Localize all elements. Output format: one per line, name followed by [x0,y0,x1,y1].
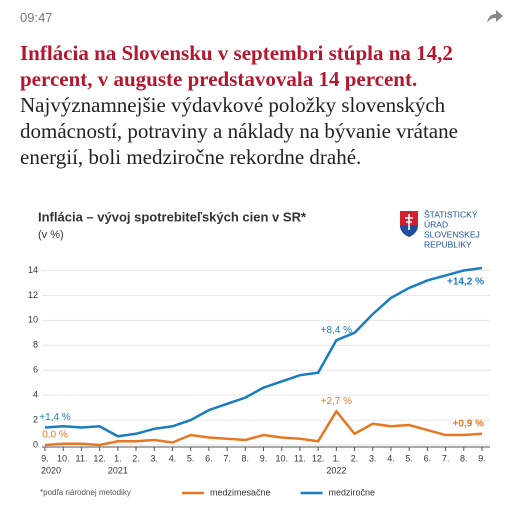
y-tick-label: 4 [33,390,38,400]
x-tick-label: 12. [93,453,106,463]
x-tick-label: 9. [260,453,268,463]
year-label: 2021 [108,465,128,475]
chart: Inflácia – vývoj spotrebiteľských cien v… [28,209,490,497]
x-tick-label: 7. [223,453,231,463]
x-tick-label: 1. [333,453,341,463]
headline: Inflácia na Slovensku v septembri stúpla… [20,41,453,91]
share-icon[interactable] [486,8,504,24]
data-label: +1,4 % [39,412,71,423]
y-tick-label: 0 [33,439,38,449]
x-tick-label: 11. [75,453,87,463]
x-tick-label: 6. [424,453,432,463]
x-tick-label: 2. [132,453,140,463]
logo-text: ÚRAD [424,219,448,229]
data-label: +2,7 % [321,396,353,407]
footnote: *podľa národnej metodiky [40,488,131,497]
x-tick-label: 1. [114,453,122,463]
legend-label: medzimesačne [210,487,271,497]
logo-text: REPUBLIKY [424,239,472,249]
series-line [44,266,483,438]
data-label: +14,2 % [447,277,484,288]
logo [400,211,418,237]
y-tick-label: 10 [28,315,38,325]
y-tick-label: 8 [33,340,38,350]
x-tick-label: 4. [169,453,177,463]
x-tick-label: 10. [57,453,70,463]
y-tick-label: 2 [33,414,38,424]
year-label: 2022 [326,465,346,475]
x-tick-label: 3. [369,453,377,463]
logo-text: SLOVENSKEJ [424,229,480,239]
data-label: 0,0 % [42,430,68,441]
body-text: Najvýznamnejšie výdavkové položky sloven… [20,93,458,169]
x-tick-label: 12. [312,453,325,463]
x-tick-label: 8. [460,453,468,463]
x-tick-label: 5. [187,453,195,463]
x-tick-label: 9. [41,453,49,463]
x-tick-label: 2. [351,453,359,463]
x-tick-label: 7. [442,453,450,463]
chart-subtitle: (v %) [38,229,64,241]
x-tick-label: 11. [294,453,306,463]
chart-title: Inflácia – vývoj spotrebiteľských cien v… [38,209,307,224]
y-tick-label: 12 [28,290,38,300]
x-tick-label: 4. [387,453,395,463]
x-tick-label: 3. [150,453,158,463]
y-tick-label: 14 [28,265,38,275]
x-tick-label: 8. [242,453,250,463]
series-line [44,409,483,447]
year-label: 2020 [41,465,61,475]
data-label: +8,4 % [321,325,353,336]
x-tick-label: 6. [205,453,213,463]
legend-label: medziročne [329,487,376,497]
x-tick-label: 10. [275,453,288,463]
x-tick-label: 9. [478,453,486,463]
logo-text: ŠTATISTICKÝ [424,209,478,219]
x-tick-label: 5. [405,453,413,463]
data-label: +0,9 % [453,418,485,429]
status-time: 09:47 [20,10,53,25]
y-tick-label: 6 [33,365,38,375]
